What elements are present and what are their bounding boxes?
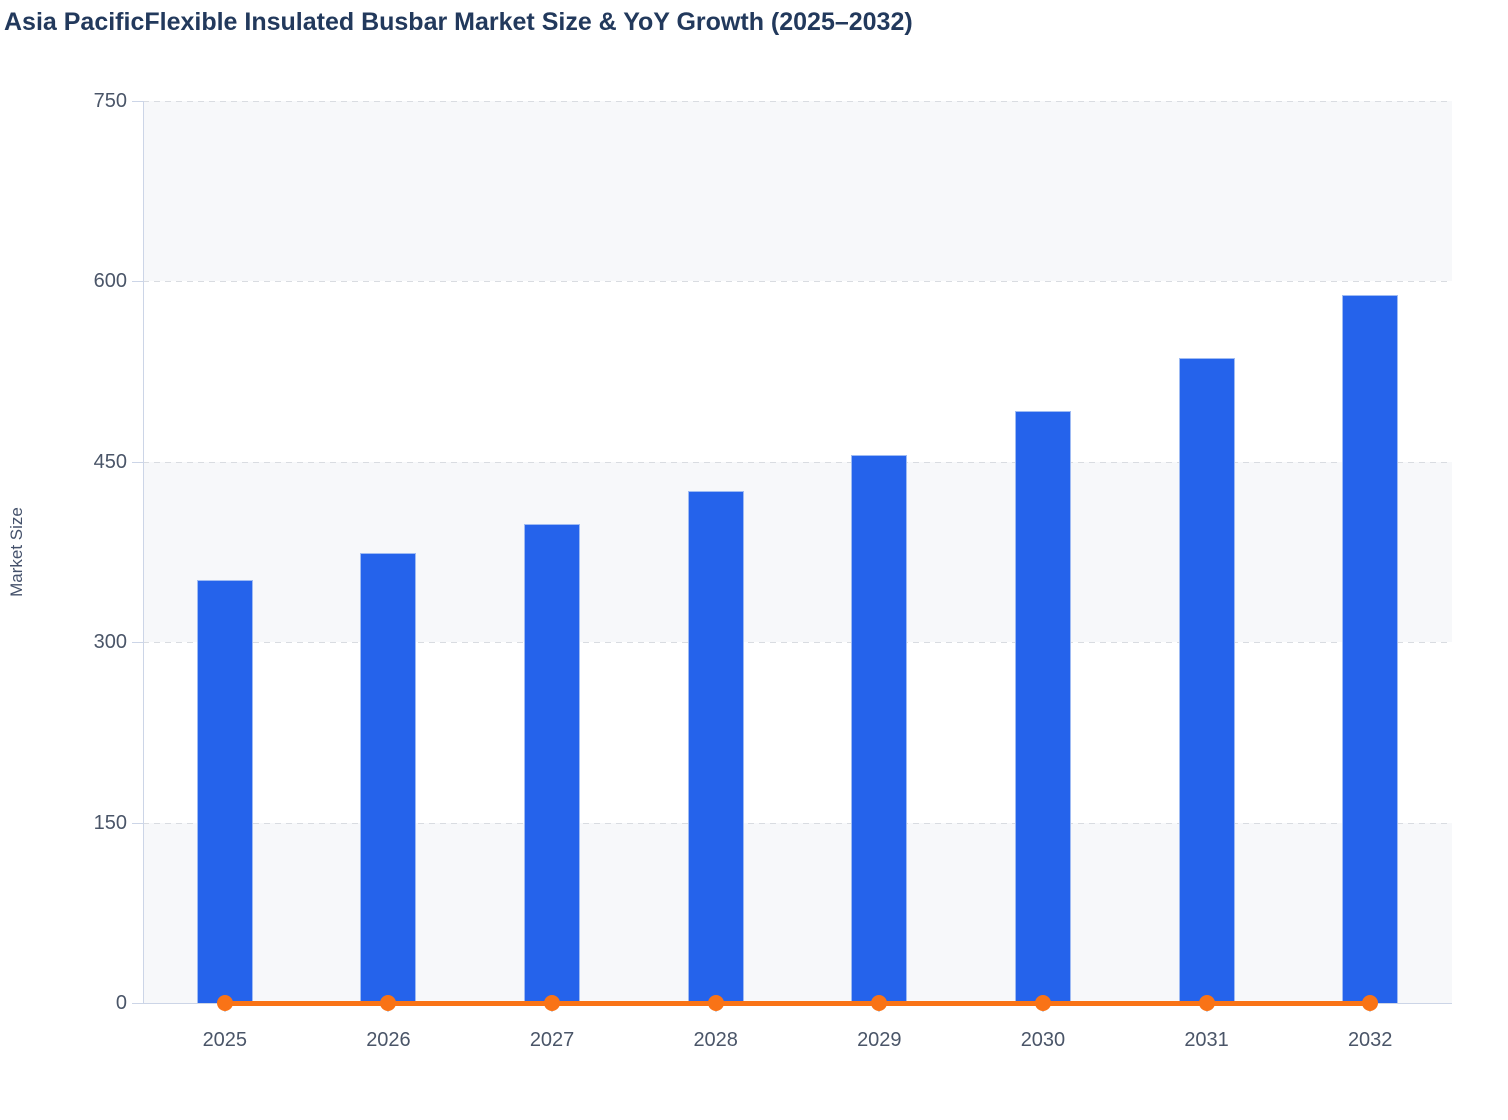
y-tick-300 [132,642,143,644]
x-tick-label-2031: 2031 [1184,1029,1229,1051]
y-axis-line [143,101,144,1003]
x-tick-label-2032: 2032 [1347,1029,1393,1051]
plot-band [143,461,1452,643]
gridline-600 [143,281,1452,283]
y-tick-label-450: 450 [93,450,127,473]
yoy-marker-2027[interactable] [544,995,561,1011]
x-tick-label-2030: 2030 [1020,1029,1066,1051]
yoy-marker-2028[interactable] [707,995,724,1011]
y-tick-450 [132,461,143,463]
chart-title: Asia PacificFlexible Insulated Busbar Ma… [4,8,913,36]
gridline-150 [143,822,1452,824]
y-tick-750 [132,101,143,102]
y-tick-150 [132,822,143,824]
plot-band [143,101,1452,282]
gridline-450 [143,461,1452,463]
x-tick-label-2028: 2028 [693,1029,738,1051]
bar-2028[interactable] [687,490,744,1003]
y-tick-600 [132,281,143,283]
bar-2031[interactable] [1178,358,1235,1003]
gridline-300 [143,642,1452,644]
bar-2032[interactable] [1342,294,1399,1003]
yoy-marker-2029[interactable] [871,995,888,1011]
bar-2027[interactable] [524,524,581,1003]
y-tick-label-750: 750 [93,90,127,112]
bar-2030[interactable] [1014,411,1071,1003]
yoy-marker-2025[interactable] [216,995,233,1011]
x-tick-label-2026: 2026 [366,1029,411,1051]
yoy-marker-2030[interactable] [1034,995,1051,1011]
bar-2026[interactable] [360,553,417,1003]
yoy-growth-line [224,1001,1371,1006]
bar-2029[interactable] [851,454,908,1003]
plot-band [143,281,1452,462]
yoy-marker-2031[interactable] [1198,995,1215,1011]
y-tick-label-0: 0 [115,992,127,1014]
y-tick-label-300: 300 [93,631,127,654]
y-axis-title: Market Size [7,507,26,597]
yoy-marker-2026[interactable] [380,995,397,1011]
x-tick-label-2027: 2027 [529,1029,575,1051]
plot-band [143,642,1452,823]
yoy-marker-2032[interactable] [1362,995,1379,1011]
y-tick-label-600: 600 [93,270,127,293]
plot-band [143,822,1452,1003]
plot-area [143,101,1452,1003]
x-tick-label-2029: 2029 [857,1029,902,1051]
y-tick-label-150: 150 [93,811,127,834]
bar-2025[interactable] [196,579,253,1003]
gridline-750 [143,101,1452,102]
y-tick-0 [132,1003,143,1004]
x-tick-label-2025: 2025 [202,1029,248,1051]
